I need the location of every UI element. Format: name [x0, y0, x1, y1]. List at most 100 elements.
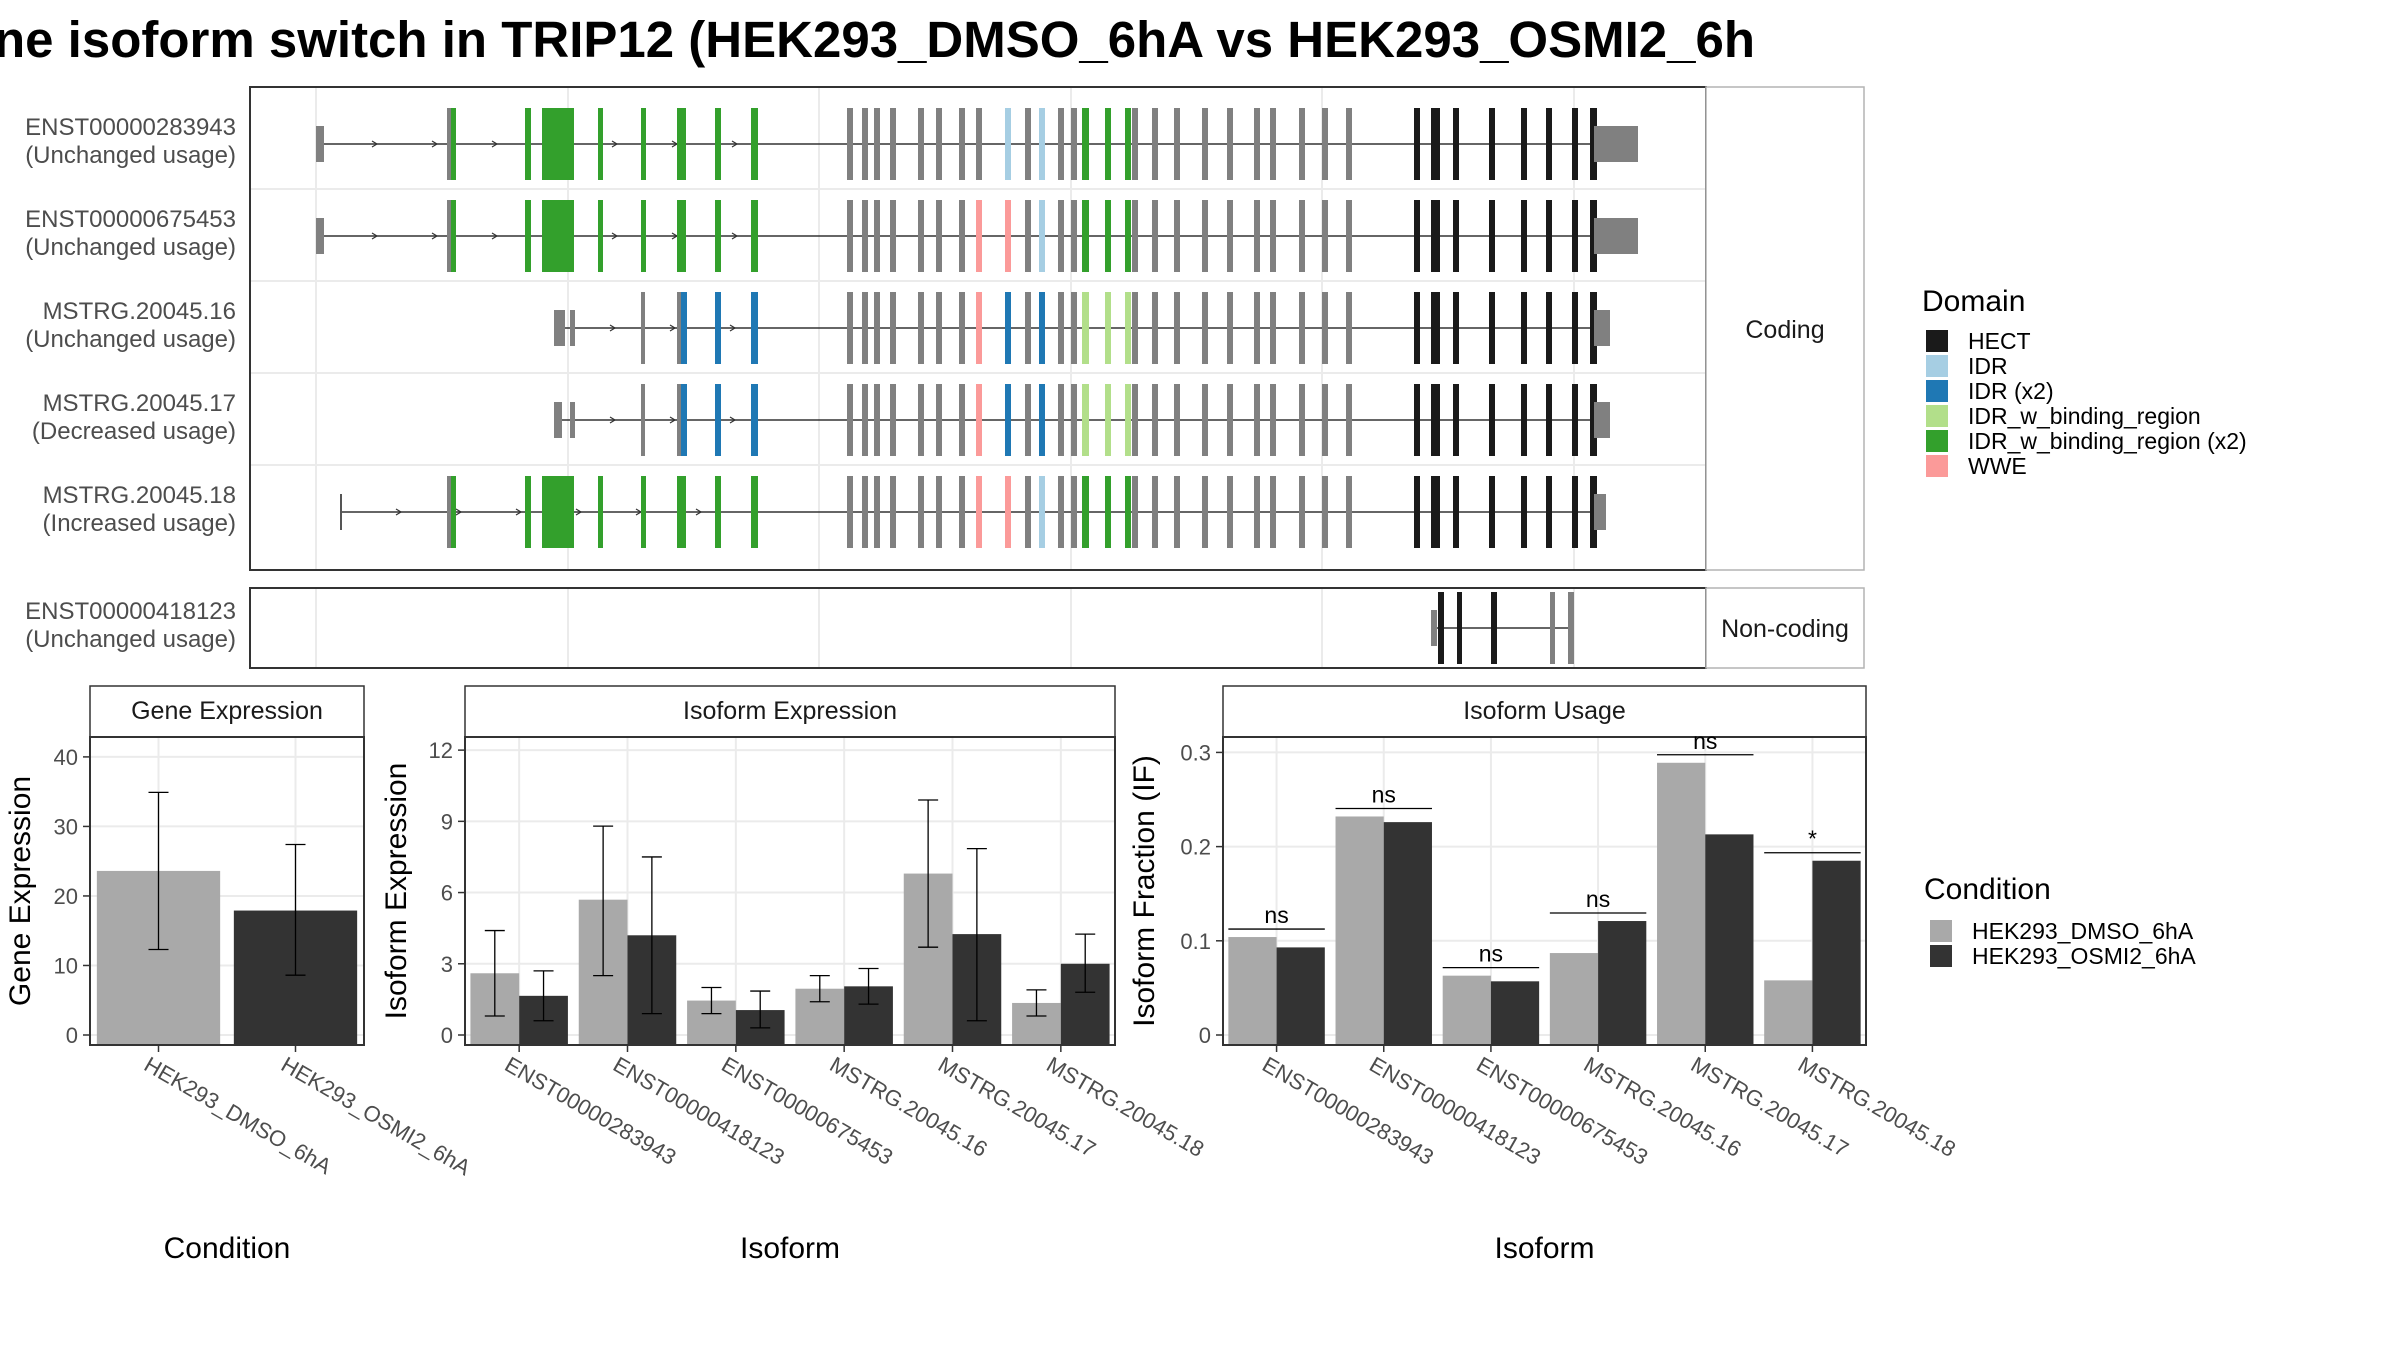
exon	[598, 108, 603, 180]
exon	[1202, 292, 1208, 364]
exon	[959, 200, 965, 272]
exon	[1550, 592, 1555, 664]
exon	[1058, 292, 1064, 364]
exon	[1005, 384, 1011, 456]
exon	[1227, 384, 1233, 456]
legend-swatch	[1930, 945, 1952, 967]
exon	[936, 200, 942, 272]
bar	[1276, 947, 1325, 1044]
bar	[1764, 980, 1813, 1044]
isoform-id-label: MSTRG.20045.18	[43, 482, 236, 509]
exon	[525, 108, 531, 180]
exon	[542, 476, 574, 548]
exon	[1025, 476, 1031, 548]
legend-label: HEK293_OSMI2_6hA	[1972, 943, 2196, 969]
exon	[681, 384, 687, 456]
exon	[1082, 476, 1089, 548]
intron-arrow	[609, 324, 617, 332]
isoform-structure-panel: CodingNon-codingENST00000283943(Unchange…	[25, 86, 1865, 669]
exon	[1254, 108, 1260, 180]
exon	[976, 108, 982, 180]
exon	[1299, 292, 1305, 364]
exon	[890, 292, 896, 364]
exon	[1346, 108, 1352, 180]
bar	[1442, 975, 1491, 1044]
exon	[918, 108, 924, 180]
hect-exon	[1546, 200, 1552, 272]
exon	[1152, 200, 1158, 272]
exon	[1071, 200, 1077, 272]
intron-arrow	[669, 324, 677, 332]
intron-arrow	[731, 232, 739, 240]
isoform-usage-label: (Unchanged usage)	[25, 326, 236, 353]
noncoding-strip-label: Non-coding	[1721, 615, 1849, 643]
exon	[447, 476, 453, 548]
exon	[1227, 200, 1233, 272]
exon	[715, 200, 721, 272]
legend-swatch	[1930, 920, 1952, 942]
exon	[890, 108, 896, 180]
exon	[751, 200, 758, 272]
hect-exon	[1521, 292, 1527, 364]
exon	[918, 200, 924, 272]
y-tick-label: 3	[441, 952, 453, 977]
exon	[1082, 384, 1089, 456]
exon	[598, 476, 603, 548]
exon	[598, 200, 603, 272]
intron-arrow	[729, 416, 737, 424]
exon	[641, 108, 646, 180]
utr-exon	[570, 402, 575, 438]
hect-exon	[1521, 200, 1527, 272]
exon	[1005, 292, 1011, 364]
intron-arrow	[611, 140, 619, 148]
exon	[751, 108, 758, 180]
exon	[1105, 476, 1111, 548]
exon	[542, 108, 574, 180]
utr-exon	[1594, 310, 1610, 346]
hect-exon	[1572, 384, 1578, 456]
exon	[1254, 384, 1260, 456]
hect-exon	[1521, 384, 1527, 456]
legend-swatch	[1926, 380, 1948, 402]
exon	[1299, 200, 1305, 272]
legend-swatch	[1926, 330, 1948, 352]
hect-exon	[1489, 292, 1495, 364]
exon	[1058, 476, 1064, 548]
exon	[715, 384, 721, 456]
exon	[1270, 292, 1276, 364]
y-tick-label: 20	[54, 884, 78, 909]
legend-swatch	[1926, 455, 1948, 477]
exon	[1270, 108, 1276, 180]
coding-strip-label: Coding	[1745, 316, 1824, 344]
exon	[715, 108, 721, 180]
exon	[874, 108, 880, 180]
y-tick-label: 0.2	[1180, 835, 1211, 860]
exon	[1005, 476, 1011, 548]
hect-exon	[1489, 200, 1495, 272]
exon	[1125, 108, 1131, 180]
exon	[1105, 200, 1111, 272]
exon	[918, 384, 924, 456]
exon	[1254, 200, 1260, 272]
exon	[862, 200, 868, 272]
exon	[890, 476, 896, 548]
hect-exon	[1489, 476, 1495, 548]
domain-legend-title: Domain	[1922, 285, 2025, 318]
chart-title: Gene Expression	[131, 697, 323, 725]
isoform-id-label: MSTRG.20045.17	[43, 390, 236, 417]
x-axis-title: Isoform	[1494, 1232, 1594, 1265]
exon	[1202, 200, 1208, 272]
hect-exon	[1453, 384, 1459, 456]
exon	[1299, 384, 1305, 456]
significance-label: ns	[1372, 781, 1396, 807]
hect-exon	[1572, 476, 1578, 548]
exon	[847, 108, 853, 180]
utr-exon	[316, 126, 324, 162]
legend-label: HECT	[1968, 328, 2031, 354]
exon	[1152, 476, 1158, 548]
plot-panel	[1222, 736, 1867, 1046]
exon	[447, 108, 453, 180]
exon	[1346, 292, 1352, 364]
